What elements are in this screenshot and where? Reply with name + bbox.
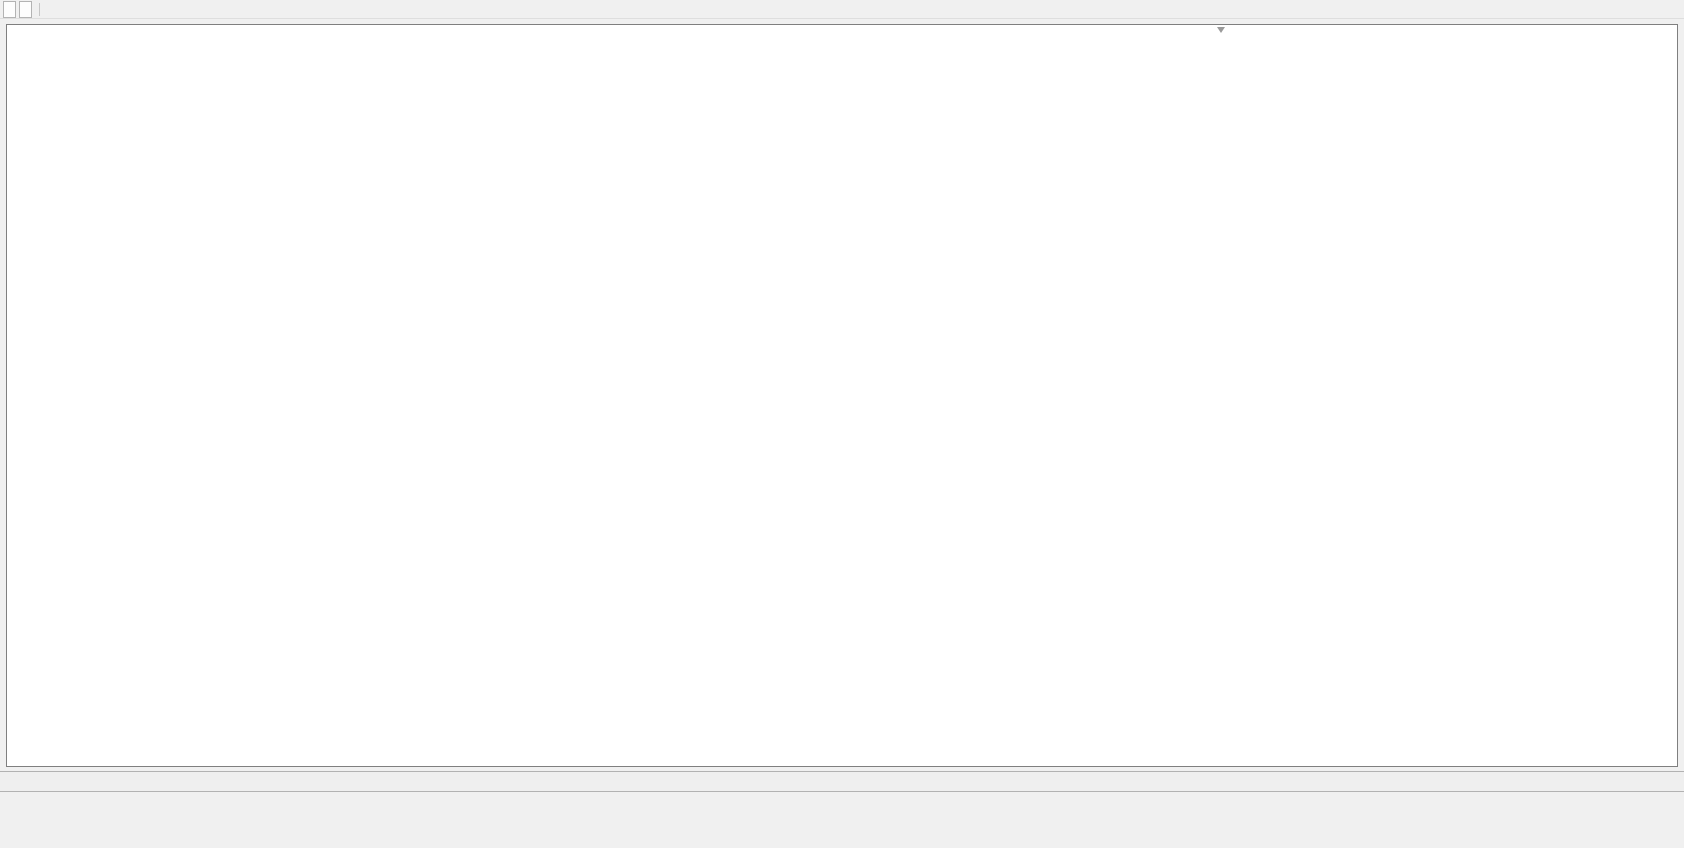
- chart-shift-marker[interactable]: [1217, 27, 1225, 33]
- chart-canvas[interactable]: [7, 25, 307, 175]
- chart-tabs-bar: [0, 771, 1684, 792]
- top-toolbar: [0, 0, 1684, 19]
- arrow-tool-button[interactable]: [19, 0, 32, 18]
- chart-window: [6, 24, 1678, 767]
- toolbar-separator: [39, 2, 40, 16]
- text-tool-button[interactable]: [3, 0, 16, 18]
